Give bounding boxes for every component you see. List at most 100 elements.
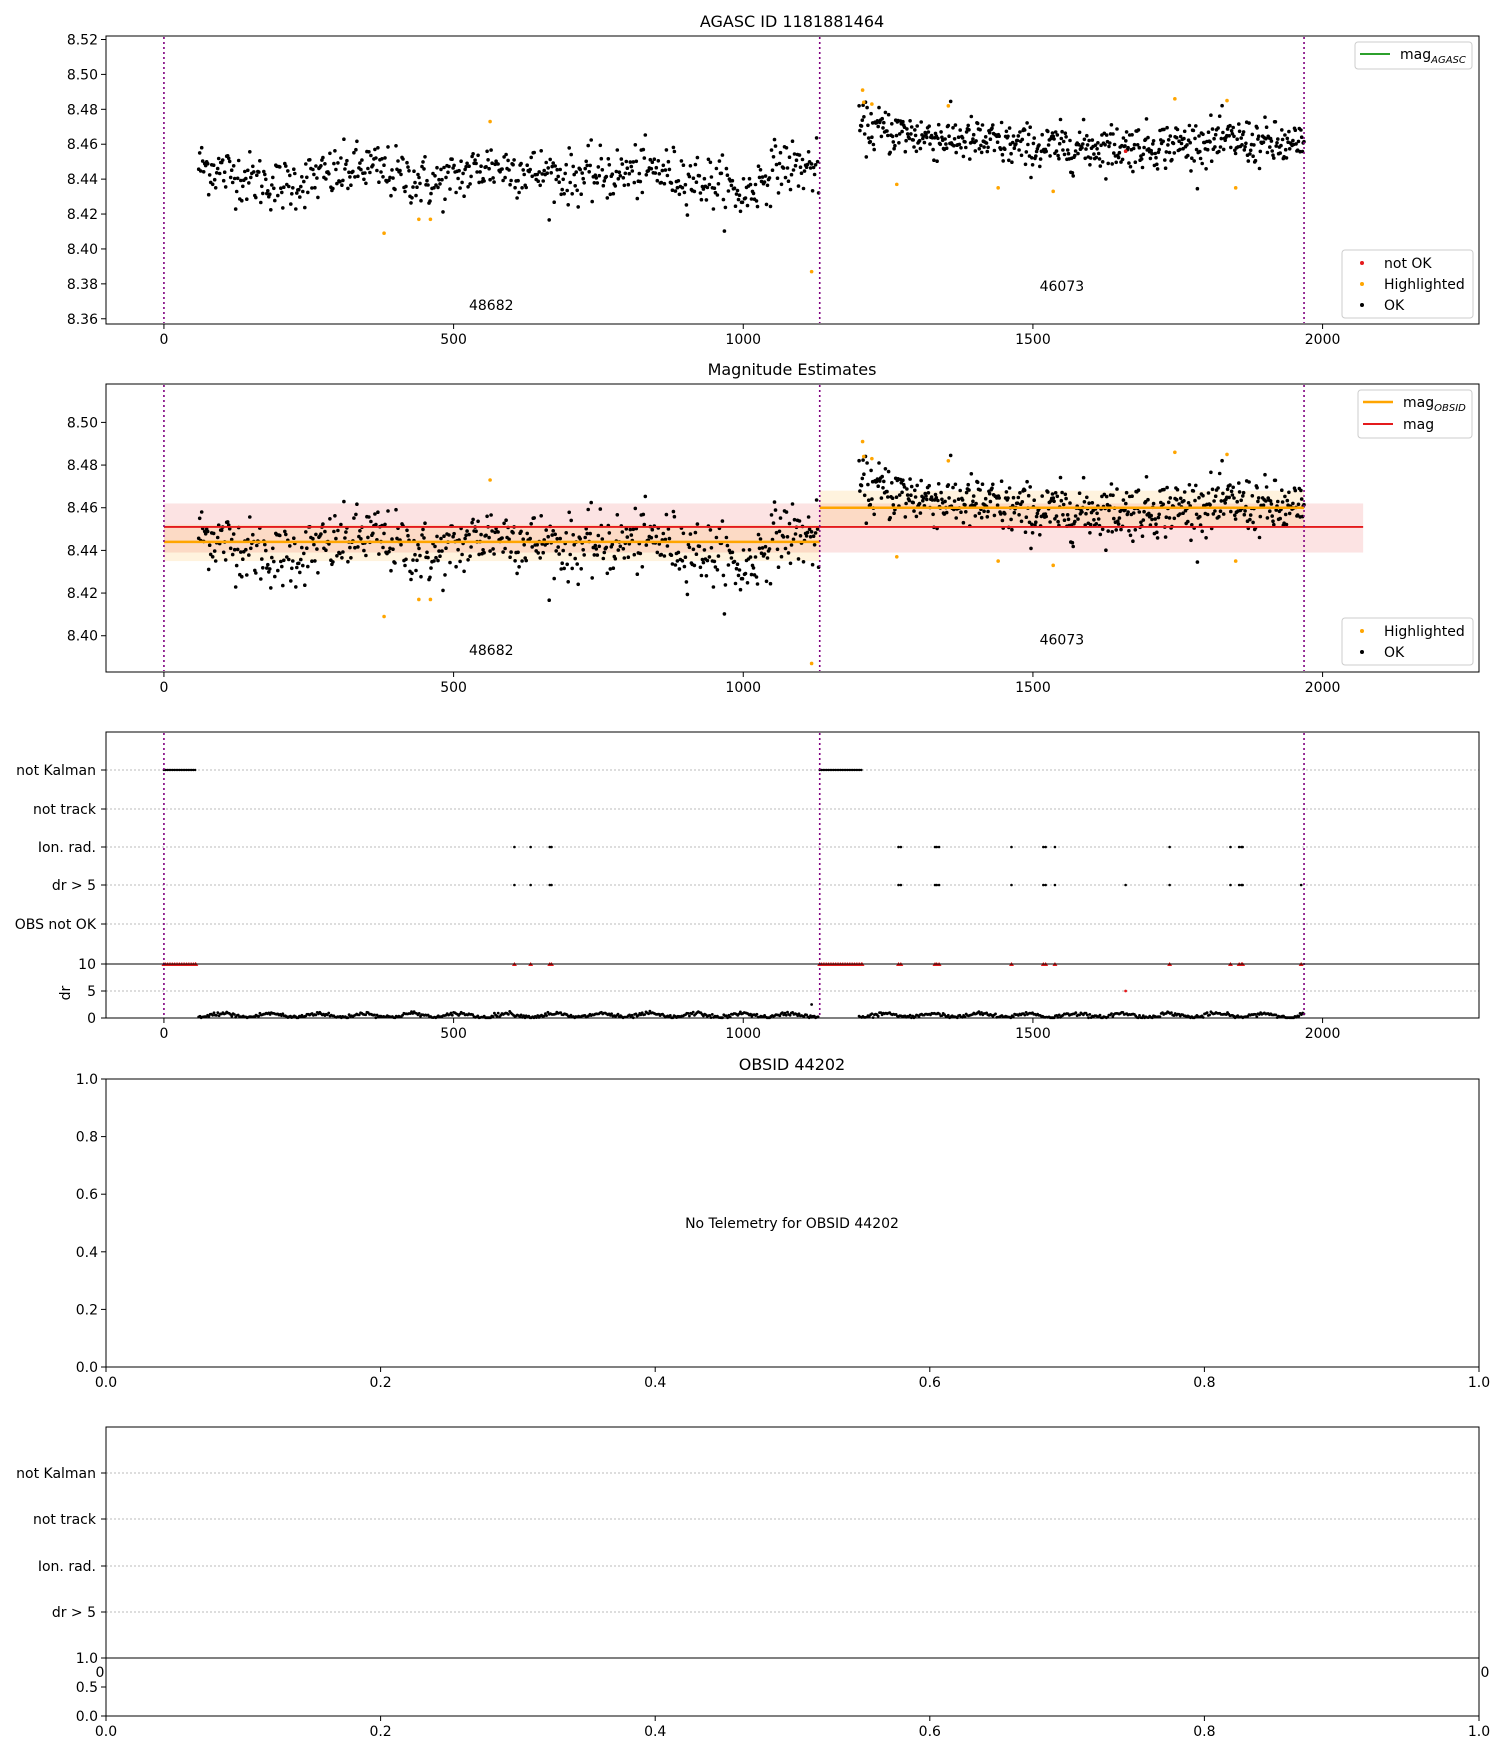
- ok-point: [298, 570, 302, 575]
- ok-point: [864, 155, 869, 159]
- flag-point: [187, 768, 190, 772]
- ok-point: [556, 174, 560, 179]
- ok-point: [1283, 133, 1287, 137]
- ok-point: [897, 141, 901, 145]
- ok-point: [773, 144, 778, 148]
- ok-point: [452, 531, 456, 536]
- ok-point: [708, 160, 713, 165]
- ok-point: [516, 550, 520, 555]
- flag-point: [823, 768, 827, 772]
- ok-point: [957, 142, 962, 147]
- ok-point: [924, 132, 928, 137]
- ok-point: [1062, 518, 1067, 522]
- ok-point: [568, 180, 572, 185]
- ok-point: [323, 162, 327, 166]
- ok-point: [375, 168, 379, 173]
- ok-point: [721, 573, 726, 578]
- ok-point: [627, 171, 632, 176]
- ok-point: [461, 171, 465, 176]
- ok-point: [490, 529, 494, 533]
- ok-point: [671, 145, 676, 150]
- ok-point: [362, 548, 366, 553]
- ok-point: [918, 511, 923, 515]
- ok-point: [999, 479, 1004, 484]
- ok-point: [1108, 141, 1112, 145]
- ok-point: [1024, 515, 1029, 519]
- ok-point: [997, 496, 1001, 500]
- ok-point: [352, 150, 356, 155]
- ok-point: [1095, 511, 1099, 516]
- ok-point: [797, 519, 802, 523]
- highlighted-point: [417, 597, 421, 602]
- dr-point: [373, 1013, 376, 1017]
- ok-point: [246, 168, 250, 173]
- ok-point: [798, 165, 803, 169]
- ok-point: [762, 552, 767, 556]
- ok-point: [568, 552, 572, 557]
- flag-point: [1044, 883, 1047, 887]
- ok-point: [1174, 135, 1179, 140]
- dr-point: [536, 1014, 540, 1017]
- ok-point: [243, 169, 247, 174]
- ok-point: [600, 537, 605, 541]
- ok-point: [233, 585, 238, 589]
- ok-point: [211, 163, 216, 167]
- ok-point: [395, 536, 399, 541]
- ok-point: [469, 174, 473, 179]
- ok-point: [1141, 152, 1146, 157]
- dr-point: [1098, 1013, 1102, 1017]
- ok-point: [475, 170, 479, 174]
- ok-point: [1186, 153, 1190, 158]
- ok-point: [293, 171, 297, 176]
- ok-point: [967, 128, 971, 132]
- ok-point: [486, 158, 490, 162]
- ok-point: [709, 546, 714, 550]
- ok-point: [219, 528, 224, 533]
- ok-point: [1081, 475, 1086, 480]
- ok-point: [1293, 488, 1298, 493]
- ok-point: [619, 157, 624, 161]
- ok-point: [1198, 514, 1202, 519]
- ok-point: [921, 496, 926, 500]
- dr-point: [1024, 1011, 1028, 1014]
- ok-point: [1017, 148, 1021, 152]
- dr-point: [749, 1012, 752, 1016]
- ok-point: [635, 572, 640, 576]
- ok-point: [261, 191, 265, 196]
- ok-point: [1068, 501, 1072, 505]
- x-tick-label: 0: [159, 680, 168, 696]
- ok-point: [585, 531, 589, 536]
- ok-point: [622, 183, 627, 188]
- ok-point: [745, 203, 750, 208]
- ok-point: [606, 157, 611, 161]
- flag-point: [828, 768, 832, 772]
- ok-point: [642, 156, 647, 160]
- ok-point: [268, 567, 272, 571]
- ok-point: [1146, 497, 1150, 502]
- ok-point: [462, 569, 466, 574]
- ok-point: [282, 185, 286, 189]
- ok-point: [1136, 128, 1141, 132]
- ok-point: [1142, 145, 1146, 150]
- ok-point: [608, 567, 613, 571]
- ok-point: [452, 163, 456, 168]
- dr-point: [314, 1013, 318, 1017]
- ok-point: [1247, 480, 1251, 484]
- ok-point: [712, 559, 717, 564]
- ok-point: [880, 474, 884, 479]
- ok-point: [1213, 509, 1217, 513]
- ok-point: [1126, 510, 1130, 514]
- ok-point: [983, 496, 988, 501]
- ok-point: [520, 559, 524, 563]
- legend-swatch-highlighted: [1360, 282, 1364, 286]
- ok-point: [547, 218, 551, 222]
- ok-point: [735, 188, 740, 193]
- ok-point: [943, 499, 947, 504]
- ok-point: [1212, 136, 1216, 141]
- flag-point: [529, 883, 532, 887]
- legend-label-not-ok: not OK: [1384, 256, 1432, 272]
- dr-point: [496, 1011, 500, 1015]
- ok-point: [371, 531, 375, 536]
- ok-point: [894, 495, 899, 500]
- ok-point: [398, 168, 402, 173]
